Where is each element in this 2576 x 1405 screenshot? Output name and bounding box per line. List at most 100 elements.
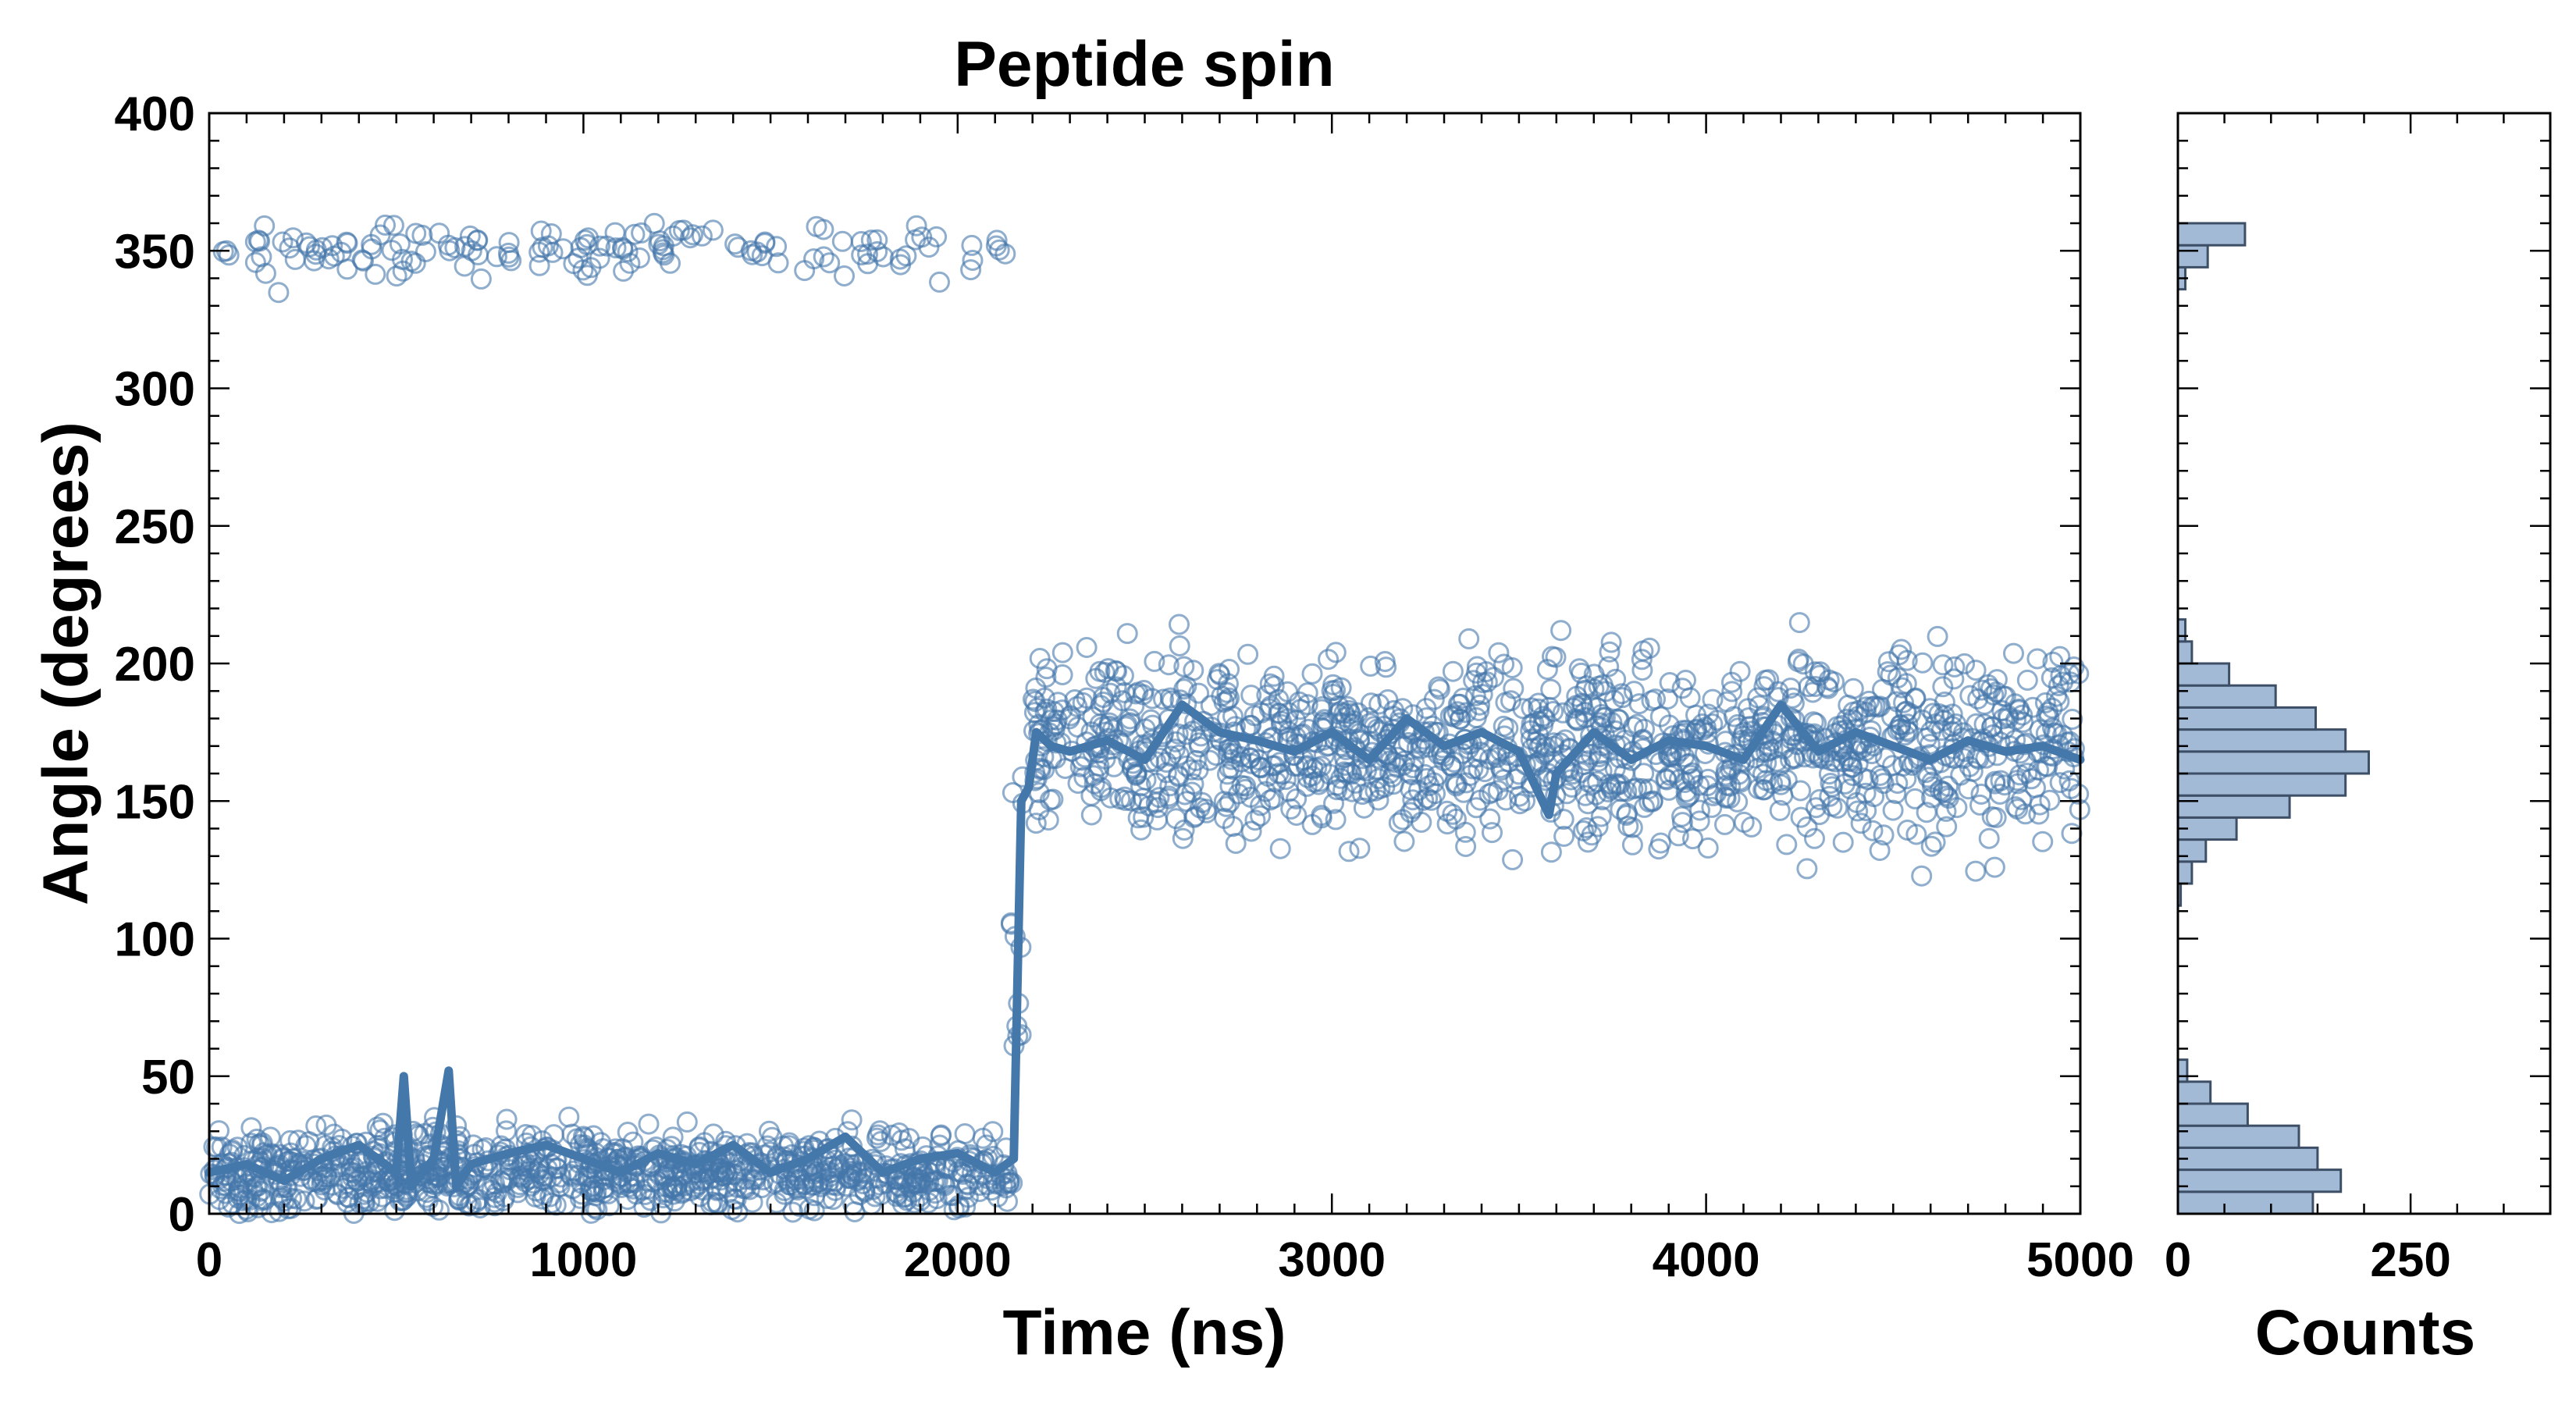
data-point: [1190, 725, 1212, 747]
data-point: [1454, 821, 1476, 843]
data-point: [227, 1179, 249, 1201]
data-point: [2046, 685, 2068, 707]
data-point: [1338, 841, 1360, 863]
data-point: [625, 1183, 647, 1205]
data-point: [969, 1175, 991, 1197]
data-point: [2068, 783, 2090, 805]
data-point: [1770, 770, 1791, 791]
data-point: [1978, 827, 2000, 849]
data-point: [676, 1111, 698, 1133]
data-point: [881, 1124, 902, 1146]
data-point: [604, 222, 626, 244]
data-point: [1758, 669, 1780, 691]
data-point: [1322, 684, 1344, 705]
data-point: [1216, 681, 1238, 703]
data-point: [1645, 688, 1666, 710]
data-point: [1196, 802, 1218, 823]
data-point: [1932, 676, 1954, 698]
data-point: [1326, 779, 1348, 801]
data-point: [250, 1180, 272, 1202]
data-point: [1994, 685, 2016, 707]
data-point: [1144, 650, 1165, 672]
data-point: [799, 1198, 820, 1220]
data-point: [819, 252, 841, 274]
data-point: [1297, 694, 1318, 716]
data-point: [1165, 808, 1187, 830]
y-tick-label: 200: [115, 638, 195, 692]
data-point: [429, 222, 450, 244]
data-point: [1297, 682, 1318, 704]
data-point: [605, 237, 627, 259]
data-point: [277, 1198, 299, 1220]
data-point: [1721, 681, 1743, 702]
histogram-bar: [2176, 772, 2347, 797]
data-point: [1611, 683, 1632, 705]
data-point: [1116, 713, 1138, 735]
data-point: [813, 246, 834, 268]
data-point: [305, 1115, 327, 1136]
data-point: [251, 246, 272, 268]
data-point: [895, 245, 917, 267]
data-point: [1240, 820, 1262, 842]
data-point: [1856, 800, 1877, 822]
data-point: [211, 1136, 233, 1158]
data-point: [1247, 749, 1269, 770]
data-point: [1476, 671, 1498, 693]
data-point: [585, 1181, 607, 1203]
data-point: [240, 1117, 262, 1139]
data-point: [1051, 664, 1073, 685]
histogram-bar: [2176, 838, 2208, 863]
data-point: [982, 1121, 1004, 1143]
data-point: [1729, 770, 1751, 791]
y-tick-label: 250: [115, 500, 195, 554]
data-point: [1981, 716, 2003, 738]
data-point: [1819, 785, 1841, 807]
y-tick-label: 150: [115, 775, 195, 829]
data-point: [226, 1136, 248, 1158]
data-point: [778, 1135, 800, 1157]
x-tick-label: 4000: [1653, 1233, 1760, 1287]
data-point: [1610, 799, 1631, 820]
data-point: [349, 1151, 371, 1172]
data-point: [1482, 822, 1503, 844]
data-point: [652, 239, 674, 261]
data-point: [1167, 723, 1189, 745]
data-point: [1400, 778, 1421, 800]
data-point: [1769, 799, 1791, 821]
data-point: [725, 1159, 747, 1181]
data-point: [2037, 701, 2059, 723]
data-point: [2062, 709, 2083, 730]
data-point: [1539, 696, 1560, 718]
histogram-bar: [2176, 640, 2194, 665]
data-point: [1577, 750, 1599, 772]
data-point: [766, 1192, 788, 1214]
data-point: [1981, 806, 2003, 827]
data-point: [1394, 750, 1416, 772]
running-average-line: [205, 700, 2085, 1191]
data-point: [1169, 744, 1190, 766]
data-point: [1215, 795, 1237, 817]
data-point: [628, 247, 650, 269]
data-point: [1375, 656, 1397, 678]
data-point: [2005, 709, 2026, 731]
data-point: [1530, 735, 1552, 756]
data-point: [930, 1124, 952, 1146]
histogram-bar: [2176, 728, 2347, 753]
data-point: [1941, 703, 1963, 725]
data-point: [254, 215, 276, 237]
data-point: [1043, 701, 1065, 722]
data-point: [617, 1172, 639, 1194]
data-point: [1695, 717, 1717, 738]
data-point: [1447, 693, 1469, 715]
data-point: [738, 1179, 760, 1200]
data-point: [1553, 825, 1575, 847]
data-point: [1231, 751, 1252, 773]
data-point: [1580, 694, 1602, 716]
data-point: [1882, 799, 1904, 821]
data-point: [639, 1178, 660, 1200]
data-point: [1406, 737, 1428, 759]
data-point: [1714, 813, 1735, 835]
data-point: [1417, 788, 1439, 809]
data-point: [813, 219, 834, 240]
data-point: [1073, 767, 1095, 788]
